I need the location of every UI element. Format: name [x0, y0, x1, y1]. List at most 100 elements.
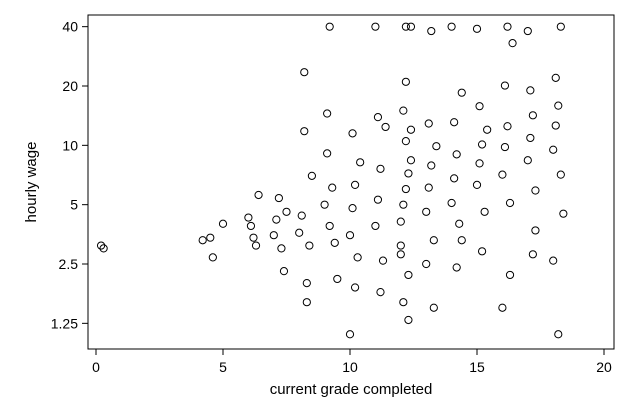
data-point [300, 68, 309, 77]
data-point [274, 193, 283, 203]
data-point [272, 215, 281, 224]
data-point [401, 184, 410, 194]
data-point [325, 221, 334, 231]
data-point [399, 298, 408, 307]
data-point [472, 24, 482, 33]
data-point [325, 22, 334, 31]
data-point [551, 121, 560, 130]
data-point [452, 150, 461, 159]
data-point [404, 169, 413, 178]
data-point [297, 211, 306, 220]
data-point [348, 129, 357, 138]
data-point [455, 219, 464, 228]
data-point [452, 263, 461, 272]
data-point [505, 198, 515, 208]
data-point [422, 259, 431, 269]
data-point [406, 156, 416, 165]
data-point [508, 39, 517, 48]
data-point [531, 186, 540, 195]
data-point [457, 88, 466, 97]
data-point [404, 270, 413, 280]
data-point [457, 236, 466, 245]
data-point [373, 195, 383, 204]
data-point [246, 221, 256, 231]
x-axis-label: current grade completed [270, 381, 433, 398]
data-point [350, 180, 360, 189]
data-point [503, 122, 512, 131]
y-axis: 1.25 2.5 5 10 20 40 [51, 19, 88, 331]
data-point [551, 73, 560, 82]
data-point [328, 183, 337, 192]
y-tick-label: 2.5 [59, 256, 79, 272]
data-point [333, 274, 342, 284]
data-point [218, 219, 228, 228]
data-point [554, 101, 563, 110]
data-point [475, 159, 484, 168]
data-point [350, 283, 360, 292]
data-point [500, 142, 510, 152]
data-point [401, 22, 410, 31]
data-point [528, 111, 537, 120]
data-point [477, 247, 487, 256]
data-point [320, 200, 329, 209]
data-point [450, 174, 459, 183]
data-point [345, 330, 355, 339]
data-point [404, 315, 413, 325]
data-point [447, 22, 456, 31]
data-point [505, 270, 515, 280]
data-point [477, 140, 487, 149]
data-point [96, 241, 106, 250]
data-point [498, 170, 507, 179]
data-point [480, 207, 489, 216]
y-tick-label: 1.25 [51, 315, 78, 331]
data-point [302, 279, 311, 288]
data-point [277, 244, 286, 253]
data-point [396, 217, 405, 226]
data-point [483, 125, 492, 134]
data-point [323, 109, 332, 118]
data-point [556, 170, 565, 179]
data-point [249, 233, 258, 242]
data-point [99, 244, 108, 253]
data-point [371, 221, 380, 231]
data-point [345, 231, 355, 240]
y-tick-label: 40 [62, 19, 78, 35]
data-point [559, 209, 568, 218]
data-point [381, 122, 390, 132]
data-point [531, 226, 540, 235]
data-point [323, 149, 332, 158]
data-point [376, 288, 385, 297]
data-point [198, 236, 207, 245]
data-point [503, 22, 512, 31]
data-point [429, 303, 438, 312]
data-point [500, 81, 510, 90]
plot-area [87, 14, 615, 350]
x-tick-label: 20 [596, 359, 612, 375]
data-point [373, 113, 383, 122]
data-point [424, 119, 433, 128]
data-point [396, 241, 405, 250]
data-point [251, 241, 261, 250]
y-axis-label: hourly wage [23, 142, 40, 223]
data-point [300, 127, 309, 136]
data-point [526, 133, 535, 143]
data-point [401, 137, 410, 146]
data-point [549, 145, 558, 154]
x-tick-label: 10 [342, 359, 358, 375]
data-point [447, 198, 456, 208]
data-point [526, 86, 535, 95]
x-tick-label: 0 [92, 359, 100, 375]
data-point [432, 142, 441, 151]
data-point [498, 303, 507, 312]
data-point [427, 161, 436, 170]
x-tick-label: 15 [469, 359, 485, 375]
data-point [279, 267, 289, 276]
data-point [422, 207, 431, 216]
data-point [376, 164, 385, 173]
data-point [399, 106, 408, 115]
data-point [429, 236, 438, 245]
data-point [371, 22, 380, 31]
data-point [302, 298, 311, 307]
y-tick-label: 20 [62, 78, 78, 94]
data-point [330, 238, 339, 247]
